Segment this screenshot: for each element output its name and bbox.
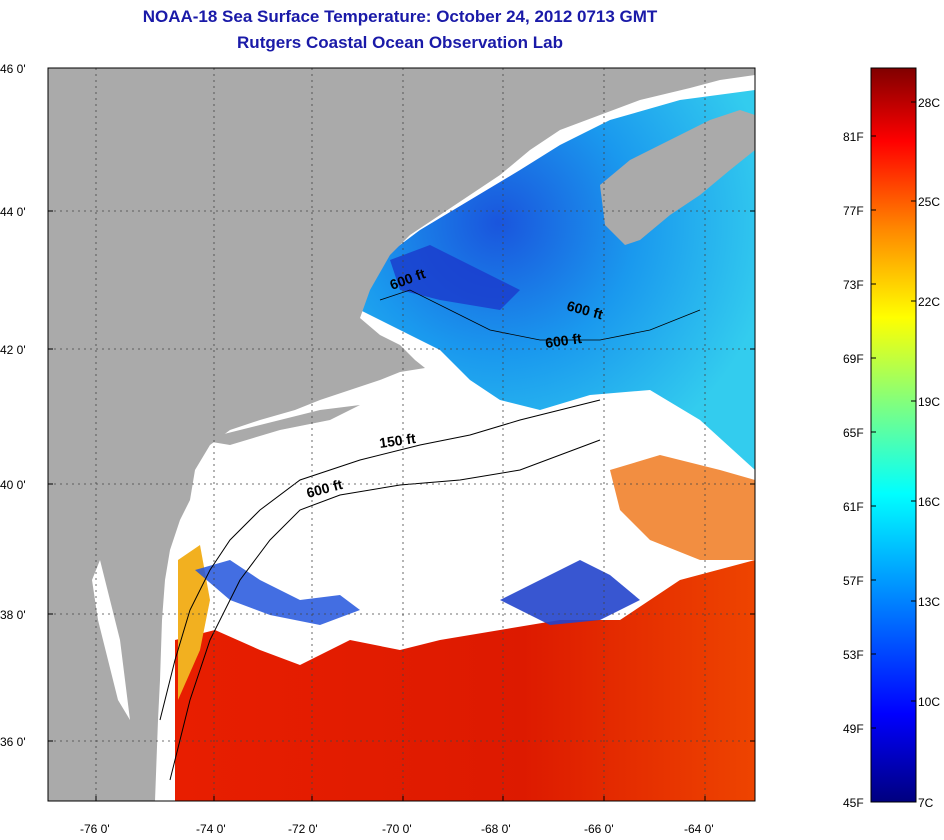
lat-label-42: 42 0': [0, 343, 26, 357]
map-subtitle: Rutgers Coastal Ocean Observation Lab: [237, 33, 563, 52]
lon-axis: [95, 796, 706, 801]
lat-label-40: 40 0': [0, 478, 26, 492]
lon-label-72: -72 0': [288, 822, 318, 836]
colorbar-c-13: 13C: [918, 595, 940, 609]
graticule: [48, 68, 755, 801]
offshore-blue-patches: [500, 560, 640, 625]
lat-label-38: 38 0': [0, 608, 26, 622]
map-title: NOAA-18 Sea Surface Temperature: October…: [142, 7, 658, 26]
colorbar-c-16: 16C: [918, 495, 940, 509]
colorbar-f-73: 73F: [843, 278, 864, 292]
lon-label-76: -76 0': [80, 822, 110, 836]
colorbar-f-65: 65F: [843, 426, 864, 440]
isobath-150ft: [159, 399, 601, 721]
shelf-yellow-water: [178, 545, 210, 700]
colorbar-c-7: 7C: [918, 796, 934, 810]
land-mainland: [48, 68, 755, 801]
colorbar-c-25: 25C: [918, 195, 940, 209]
colorbar: [870, 67, 917, 803]
warm-eddy-region: [610, 455, 755, 560]
lat-label-46: 46 0': [0, 62, 26, 76]
colorbar-f-77: 77F: [843, 204, 864, 218]
colorbar-f-49: 49F: [843, 722, 864, 736]
colorbar-c-28: 28C: [918, 96, 940, 110]
isobath-600ft: [169, 439, 601, 781]
isobath-gulf-of-maine: [379, 289, 701, 341]
colorbar-f-69: 69F: [843, 352, 864, 366]
lon-label-68: -68 0': [481, 822, 511, 836]
lon-label-64: -64 0': [684, 822, 714, 836]
map-frame: [47, 67, 756, 802]
colorbar-c-19: 19C: [918, 395, 940, 409]
colorbar-c-22: 22C: [918, 295, 940, 309]
land-long-island: [200, 405, 360, 445]
cold-water-patches: [390, 245, 520, 310]
lon-label-70: -70 0': [382, 822, 412, 836]
colorbar-f-53: 53F: [843, 648, 864, 662]
colorbar-f-81: 81F: [843, 130, 864, 144]
colorbar-f-45: 45F: [843, 796, 864, 810]
lon-label-66: -66 0': [584, 822, 614, 836]
lat-label-36: 36 0': [0, 735, 26, 749]
contour-label-150ft: 150 ft: [378, 430, 417, 451]
inshore-blue-patches: [195, 560, 360, 625]
colorbar-c-10: 10C: [918, 695, 940, 709]
colorbar-f-61: 61F: [843, 500, 864, 514]
land-nova-scotia: [600, 110, 755, 245]
lon-label-74: -74 0': [196, 822, 226, 836]
lat-axis: [48, 67, 755, 742]
lat-label-44: 44 0': [0, 205, 26, 219]
chesapeake-bay: [92, 560, 130, 720]
colorbar-f-57: 57F: [843, 574, 864, 588]
contour-label-600ft-3: 600 ft: [544, 330, 583, 351]
colorbar-ticks: [871, 101, 916, 729]
map-imagery: [48, 68, 755, 801]
